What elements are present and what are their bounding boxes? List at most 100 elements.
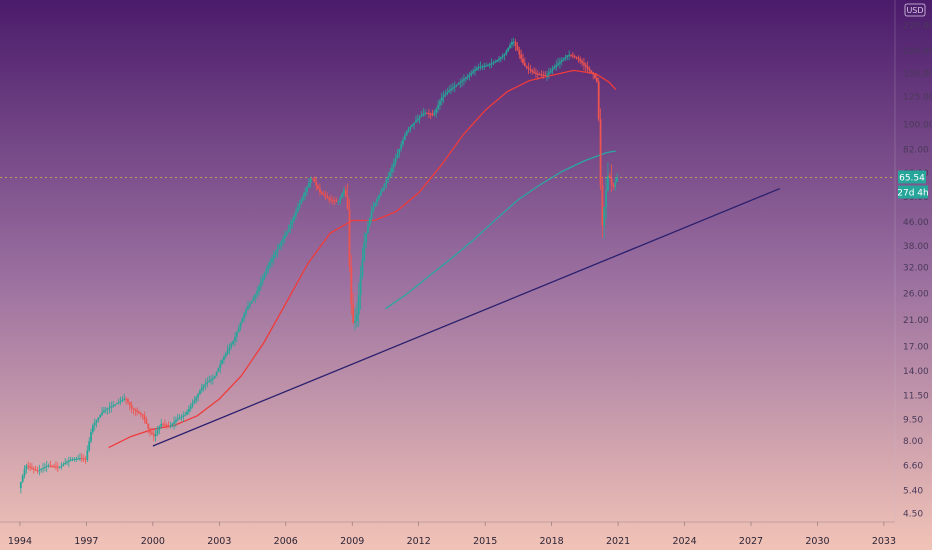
candle — [64, 457, 67, 465]
candle — [389, 168, 391, 179]
candle — [485, 62, 487, 67]
candle-body — [359, 276, 362, 296]
candle-body — [47, 465, 50, 467]
candle — [381, 187, 384, 192]
candle-body — [326, 196, 329, 199]
candle — [145, 416, 148, 425]
candle-body — [211, 378, 214, 380]
candle — [95, 419, 98, 428]
candle-body — [289, 224, 292, 229]
candle — [581, 58, 583, 67]
candle-body — [400, 144, 403, 149]
price-tick-label: 125.00 — [903, 93, 932, 103]
time-tick-label: 2015 — [473, 536, 497, 547]
candle-body — [53, 466, 55, 468]
candle-body — [215, 371, 218, 376]
candle-body — [132, 407, 135, 410]
candle-body — [392, 162, 395, 168]
candle-body — [234, 336, 236, 341]
candle — [568, 50, 571, 61]
candle-body — [108, 407, 111, 409]
candle — [477, 63, 480, 72]
candle — [385, 177, 388, 189]
candle-body — [56, 466, 59, 468]
candle — [396, 148, 399, 160]
time-tick-label: 1994 — [8, 536, 32, 547]
candle — [429, 112, 432, 120]
candle — [354, 307, 356, 331]
candle — [269, 258, 271, 270]
candle-body — [581, 61, 583, 63]
candle — [272, 250, 275, 265]
candle — [204, 378, 207, 391]
candle — [56, 462, 59, 473]
candle — [178, 414, 181, 420]
candle — [376, 196, 379, 207]
candle — [365, 232, 367, 249]
support-trendline[interactable] — [152, 187, 781, 447]
candle-body — [293, 216, 295, 221]
candle-body — [385, 180, 388, 184]
candle-body — [511, 41, 513, 45]
candle — [224, 351, 227, 360]
candle — [595, 74, 598, 83]
candle — [101, 406, 103, 417]
candle — [523, 57, 526, 67]
candle — [226, 344, 229, 356]
candle-body — [252, 297, 255, 301]
candle-body — [287, 228, 290, 233]
candle-body — [248, 303, 251, 307]
candle — [424, 109, 427, 117]
candle-body — [307, 182, 310, 188]
candle — [274, 249, 277, 259]
candle-body — [466, 76, 469, 78]
candle — [337, 200, 340, 205]
moving-averages — [108, 69, 617, 449]
price-tick-label: 32.00 — [903, 263, 929, 273]
candle — [73, 456, 76, 462]
candle — [407, 126, 410, 133]
candle — [427, 109, 430, 119]
candle — [400, 140, 403, 152]
candle-body — [357, 295, 360, 315]
candle-body — [123, 398, 126, 400]
candle-body — [505, 50, 508, 54]
time-axis[interactable]: 1994 1997 2000 2003 2006 2009 2012 2015 2018 2021… — [8, 522, 896, 547]
candle-body — [250, 300, 253, 304]
candle-body — [127, 399, 129, 402]
currency-badge[interactable]: USD — [904, 3, 926, 17]
candle — [511, 38, 513, 49]
candle — [221, 358, 223, 365]
candle — [584, 62, 587, 72]
candle — [453, 81, 456, 93]
candle-body — [208, 380, 211, 383]
candle-body — [459, 82, 462, 84]
trendline-layer[interactable] — [152, 187, 781, 447]
candle — [306, 185, 308, 196]
candle — [248, 301, 251, 309]
candle-body — [579, 59, 582, 62]
candle-body — [424, 112, 427, 114]
candle-body — [475, 67, 478, 70]
candle-body — [261, 277, 264, 283]
candle — [307, 178, 310, 189]
candle — [132, 407, 135, 415]
candle — [348, 198, 351, 273]
candle — [610, 164, 613, 193]
candle-body — [149, 428, 151, 433]
candle — [557, 58, 559, 67]
candle-body — [32, 468, 35, 470]
candle — [590, 70, 593, 74]
candle-body — [206, 382, 209, 384]
candle — [127, 398, 129, 405]
candle — [219, 360, 222, 374]
candle-body — [450, 88, 452, 91]
candle — [43, 463, 46, 472]
candle — [426, 112, 428, 115]
candle-body — [200, 387, 203, 391]
candle-body — [40, 468, 43, 470]
candle — [247, 301, 249, 311]
candle — [505, 49, 508, 56]
candle-body — [259, 282, 262, 287]
